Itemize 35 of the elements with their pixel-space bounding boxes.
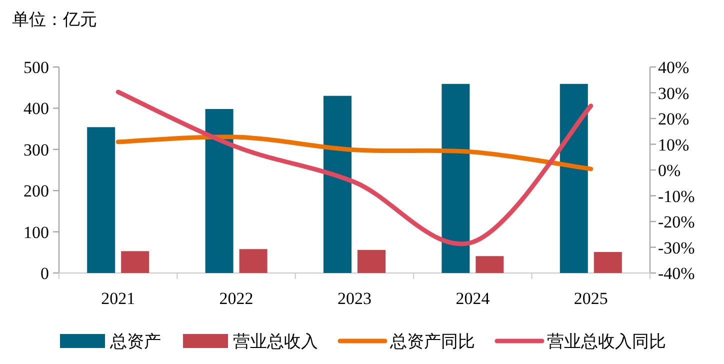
legend-label: 总资产 bbox=[109, 332, 161, 352]
legend-label: 总资产同比 bbox=[389, 332, 475, 352]
y2-tick-label: 10% bbox=[658, 135, 690, 154]
bar bbox=[594, 252, 622, 273]
y2-tick-label: -40% bbox=[658, 264, 695, 283]
bar bbox=[205, 109, 234, 273]
y2-tick-label: 0% bbox=[658, 161, 681, 180]
bar bbox=[239, 249, 268, 273]
bar bbox=[442, 84, 470, 273]
y2-tick-label: 40% bbox=[658, 58, 690, 77]
x-tick-label: 2023 bbox=[338, 289, 372, 308]
legend-label: 营业总收入同比 bbox=[547, 332, 666, 352]
bar bbox=[121, 251, 150, 273]
y2-tick-label: 20% bbox=[658, 110, 690, 128]
x-tick-label: 2021 bbox=[101, 289, 136, 308]
y-tick-label: 0 bbox=[40, 264, 49, 283]
bar bbox=[358, 250, 386, 273]
y-tick-label: 200 bbox=[24, 182, 49, 201]
y2-tick-label: -30% bbox=[658, 238, 695, 258]
x-tick-label: 2025 bbox=[574, 289, 608, 308]
y-axis-title: 单位：亿元 bbox=[12, 10, 97, 30]
y-tick-label: 300 bbox=[24, 140, 49, 160]
x-tick-label: 2024 bbox=[456, 289, 490, 308]
x-tick-label: 2022 bbox=[219, 289, 254, 308]
y-tick-label: 400 bbox=[24, 99, 49, 118]
y2-tick-label: -20% bbox=[658, 212, 695, 232]
bar bbox=[87, 127, 116, 273]
legend-label: 营业总收入 bbox=[233, 332, 318, 352]
bar bbox=[476, 256, 504, 273]
y2-tick-label: -10% bbox=[658, 186, 695, 206]
y-tick-label: 100 bbox=[24, 222, 49, 242]
y-tick-label: 500 bbox=[24, 58, 49, 77]
bar bbox=[324, 96, 352, 273]
y2-tick-label: 30% bbox=[658, 84, 690, 103]
bar bbox=[560, 84, 588, 273]
